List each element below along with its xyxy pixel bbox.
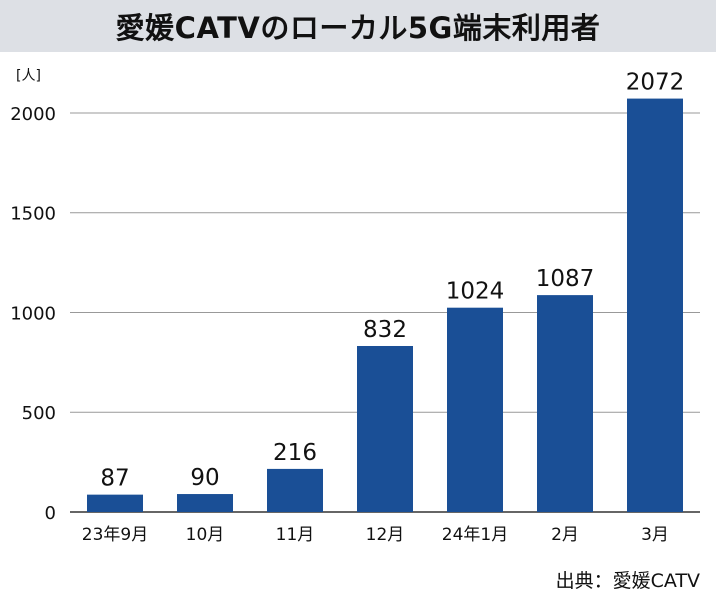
x-tick-label: 3月 [641, 525, 669, 545]
title-bar: 愛媛CATVのローカル5G端末利用者 [0, 0, 716, 52]
data-label: 1087 [536, 266, 595, 292]
bar [267, 468, 323, 512]
x-tick-label: 12月 [366, 525, 405, 545]
data-label: 2072 [626, 70, 685, 96]
x-tick-label: 10月 [186, 525, 225, 545]
y-tick-label: 500 [22, 403, 56, 424]
bar [627, 98, 683, 512]
y-axis-unit-label: [人] [16, 68, 41, 84]
bar [177, 494, 233, 512]
data-label: 832 [363, 317, 407, 343]
bar [537, 295, 593, 512]
data-label: 87 [100, 466, 129, 492]
x-tick-label: 23年9月 [82, 525, 148, 545]
x-tick-label: 2月 [551, 525, 579, 545]
y-tick-label: 0 [45, 503, 56, 524]
bar [357, 345, 413, 512]
source-credit: 出典：愛媛CATV [555, 570, 700, 592]
y-tick-label: 1000 [10, 303, 56, 324]
bar [447, 307, 503, 512]
bar [87, 494, 143, 512]
data-label: 90 [190, 465, 219, 491]
data-label: 1024 [446, 279, 505, 305]
x-tick-label: 24年1月 [442, 525, 508, 545]
y-tick-label: 1500 [10, 204, 56, 225]
x-tick-label: 11月 [276, 525, 315, 545]
data-label: 216 [273, 440, 317, 466]
chart-title: 愛媛CATVのローカル5G端末利用者 [115, 11, 601, 45]
y-tick-label: 2000 [10, 104, 56, 125]
